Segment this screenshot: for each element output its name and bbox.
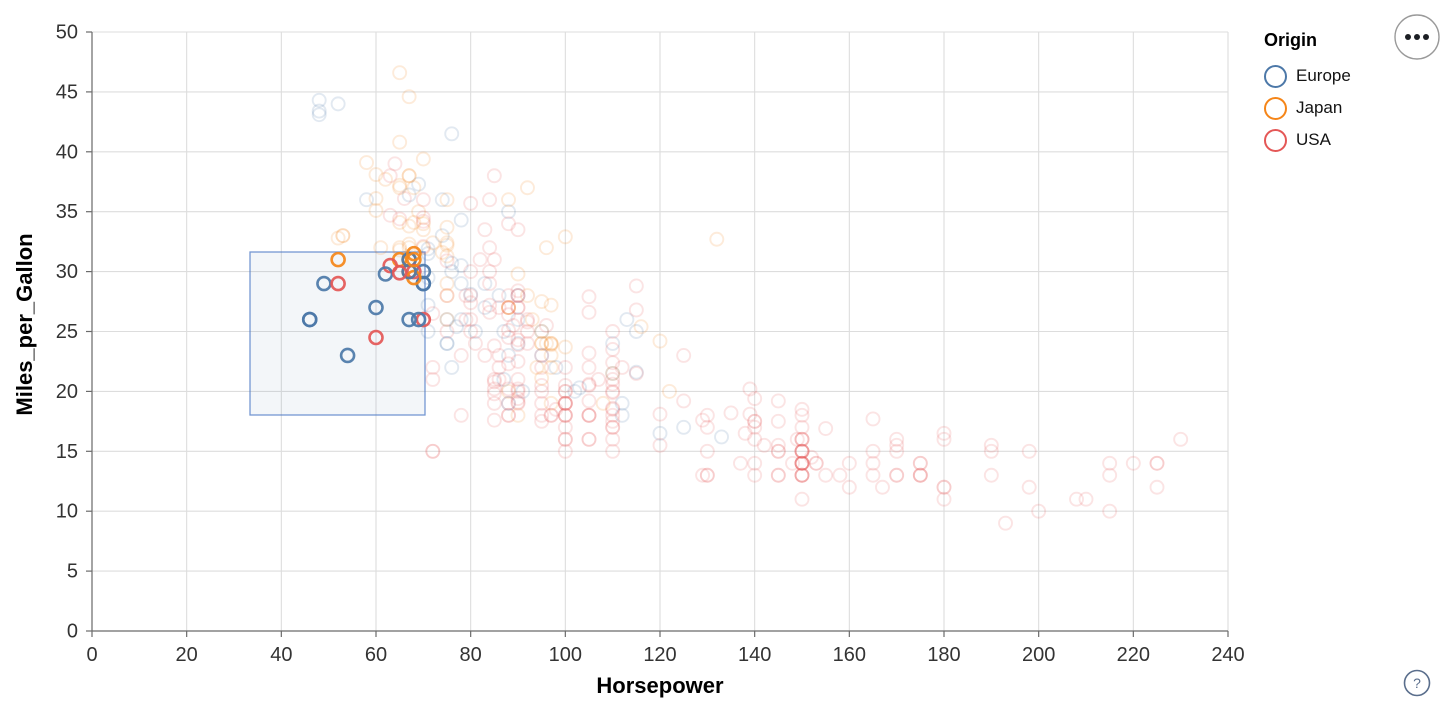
svg-text:25: 25 [56,321,78,343]
svg-text:50: 50 [56,22,78,44]
svg-text:180: 180 [927,644,960,666]
svg-text:30: 30 [56,261,78,283]
svg-text:60: 60 [365,644,387,666]
svg-text:100: 100 [549,644,582,666]
svg-text:5: 5 [67,561,78,583]
svg-text:0: 0 [67,621,78,643]
svg-text:40: 40 [56,141,78,163]
svg-text:40: 40 [270,644,292,666]
svg-text:80: 80 [460,644,482,666]
svg-text:200: 200 [1022,644,1055,666]
svg-text:20: 20 [176,644,198,666]
svg-text:20: 20 [56,381,78,403]
svg-text:Miles_per_Gallon: Miles_per_Gallon [12,233,37,415]
svg-text:240: 240 [1211,644,1244,666]
svg-text:10: 10 [56,501,78,523]
svg-text:0: 0 [86,644,97,666]
svg-text:Horsepower: Horsepower [596,673,724,698]
svg-text:15: 15 [56,441,78,463]
svg-text:35: 35 [56,201,78,223]
svg-text:160: 160 [833,644,866,666]
svg-text:?: ? [1413,675,1421,691]
svg-text:140: 140 [738,644,771,666]
svg-text:220: 220 [1117,644,1150,666]
svg-text:120: 120 [643,644,676,666]
svg-text:45: 45 [56,81,78,103]
